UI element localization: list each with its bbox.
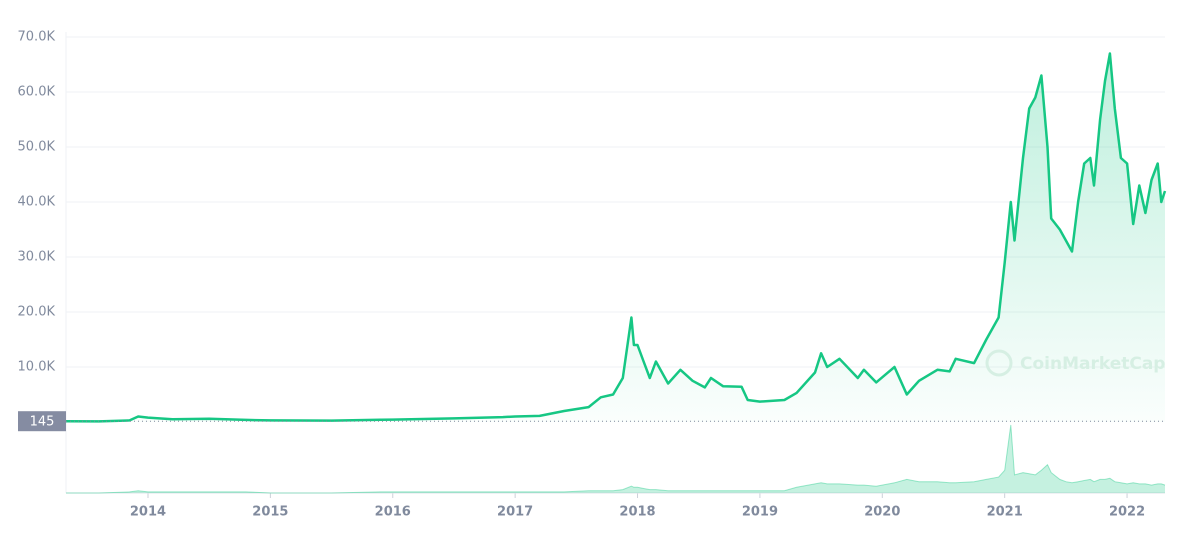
x-tick-label: 2017 (497, 505, 533, 520)
baseline-label: 145 (30, 415, 55, 430)
y-tick-label: 10.0K (18, 360, 56, 375)
y-tick-label: 30.0K (18, 250, 56, 265)
y-tick-label: 50.0K (18, 140, 56, 155)
x-tick-label: 2021 (987, 505, 1023, 520)
y-tick-label: 20.0K (18, 305, 56, 320)
x-tick-label: 2020 (864, 505, 900, 520)
volume-area (66, 425, 1165, 493)
watermark: CoinMarketCap (985, 349, 1165, 377)
volume-line (66, 424, 1166, 494)
y-tick-label: 70.0K (18, 30, 56, 45)
x-tick-label: 2022 (1109, 505, 1145, 520)
price-line (65, 52, 1167, 423)
baseline-tag (18, 411, 66, 432)
y-tick-label: 60.0K (18, 85, 56, 100)
y-tick-label: 40.0K (18, 195, 56, 210)
watermark-text: CoinMarketCap (1020, 354, 1165, 374)
price-area (66, 53, 1165, 422)
x-tick-label: 2019 (742, 505, 778, 520)
x-tick-label: 2016 (375, 505, 411, 520)
x-tick-label: 2015 (252, 505, 288, 520)
x-tick-label: 2018 (619, 505, 655, 520)
x-tick-label: 2014 (130, 505, 166, 520)
